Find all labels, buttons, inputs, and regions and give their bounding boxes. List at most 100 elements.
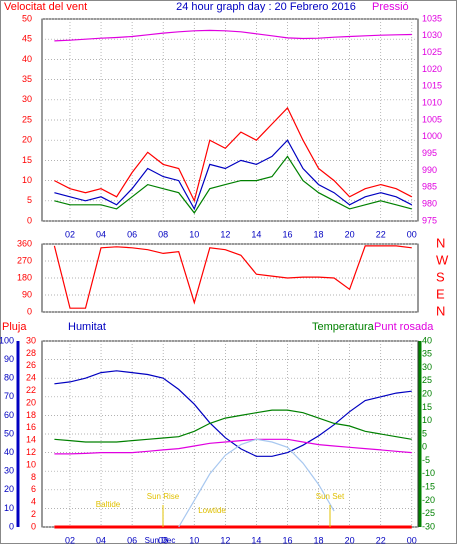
x-tick-label: 18 bbox=[314, 229, 324, 239]
series-line bbox=[178, 438, 335, 528]
tick-label: 45 bbox=[22, 34, 32, 44]
x-tick-label: 12 bbox=[220, 229, 230, 239]
tick-label: 10 bbox=[22, 175, 32, 185]
tick-label: -25 bbox=[422, 508, 435, 518]
tick-label: 990 bbox=[422, 165, 437, 175]
x-tick-label: 08 bbox=[158, 229, 168, 239]
tick-label: 1015 bbox=[422, 81, 442, 91]
tick-label: 6 bbox=[31, 484, 36, 494]
x-tick-label: 00 bbox=[407, 535, 417, 544]
x-tick-label: 16 bbox=[282, 229, 292, 239]
tick-label: 270 bbox=[17, 255, 32, 265]
series-line bbox=[54, 155, 412, 214]
tick-label: 1020 bbox=[422, 64, 442, 74]
tick-label: 30 bbox=[22, 94, 32, 104]
tick-label: -20 bbox=[422, 495, 435, 505]
series-label: Punt rosada bbox=[374, 321, 434, 333]
tick-label: 980 bbox=[422, 199, 437, 209]
x-tick-label: 00 bbox=[407, 229, 417, 239]
series-line bbox=[54, 370, 412, 457]
tick-label: 40 bbox=[422, 335, 432, 345]
tick-label: 28 bbox=[26, 348, 36, 358]
series-line bbox=[54, 438, 412, 455]
tick-label: 0 bbox=[9, 521, 14, 531]
series-line bbox=[54, 139, 413, 211]
tick-label: 15 bbox=[422, 402, 432, 412]
tick-label: 975 bbox=[422, 215, 437, 225]
x-tick-label: 02 bbox=[65, 535, 75, 544]
x-tick-label: 20 bbox=[345, 229, 355, 239]
annotation: Sun Rise bbox=[147, 492, 180, 501]
x-tick-label: 04 bbox=[96, 229, 106, 239]
annotation: Lowtide bbox=[198, 506, 226, 515]
tick-label: N bbox=[436, 235, 445, 250]
tick-label: 24 bbox=[26, 373, 36, 383]
tick-label: 50 bbox=[4, 428, 14, 438]
tick-label: 1025 bbox=[422, 47, 442, 57]
tick-label: S bbox=[436, 269, 445, 284]
tick-label: 8 bbox=[31, 472, 36, 482]
tick-label: 10 bbox=[26, 459, 36, 469]
series-line bbox=[54, 29, 412, 42]
x-tick-label: 06 bbox=[127, 229, 137, 239]
tick-label: 30 bbox=[422, 362, 432, 372]
series-line bbox=[54, 106, 413, 203]
plot-area bbox=[41, 18, 419, 222]
tick-label: 1035 bbox=[422, 13, 442, 23]
tick-label: 0 bbox=[31, 521, 36, 531]
tick-label: 16 bbox=[26, 422, 36, 432]
tick-label: -5 bbox=[422, 455, 430, 465]
tick-label: 22 bbox=[26, 385, 36, 395]
x-tick-label: 12 bbox=[220, 535, 230, 544]
x-tick-label: 14 bbox=[251, 229, 261, 239]
x-tick-label: 10 bbox=[189, 229, 199, 239]
tick-label: -30 bbox=[422, 521, 435, 531]
x-tick-label: 22 bbox=[376, 229, 386, 239]
tick-label: 1005 bbox=[422, 114, 442, 124]
x-tick-label: 02 bbox=[65, 229, 75, 239]
tick-label: 18 bbox=[26, 410, 36, 420]
x-tick-label: 18 bbox=[314, 535, 324, 544]
tick-label: 1000 bbox=[422, 131, 442, 141]
plot-area bbox=[41, 340, 419, 528]
tick-label: E bbox=[436, 286, 445, 301]
plot-area bbox=[41, 243, 419, 313]
chart-title: 24 hour graph day : 20 Febrero 2016 bbox=[176, 1, 356, 13]
series-label: Temperatura bbox=[312, 321, 375, 333]
tick-label: 985 bbox=[422, 182, 437, 192]
tick-label: 20 bbox=[22, 135, 32, 145]
tick-label: 4 bbox=[31, 497, 36, 507]
tick-label: 10 bbox=[4, 503, 14, 513]
tick-label: -15 bbox=[422, 482, 435, 492]
x-tick-label: 04 bbox=[96, 535, 106, 544]
series-label: Pressió bbox=[372, 1, 409, 13]
tick-label: 14 bbox=[26, 435, 36, 445]
tick-label: 180 bbox=[17, 272, 32, 282]
tick-label: 1010 bbox=[422, 98, 442, 108]
series-line bbox=[54, 409, 412, 443]
tick-label: 360 bbox=[17, 238, 32, 248]
x-tick-label: 22 bbox=[376, 535, 386, 544]
tick-label: 0 bbox=[422, 442, 427, 452]
tick-label: 30 bbox=[4, 466, 14, 476]
tick-label: 20 bbox=[422, 389, 432, 399]
tick-label: 1030 bbox=[422, 30, 442, 40]
tick-label: 70 bbox=[4, 391, 14, 401]
tick-label: W bbox=[436, 252, 449, 267]
tick-label: 90 bbox=[4, 354, 14, 364]
tick-label: 5 bbox=[27, 195, 32, 205]
tick-label: 25 bbox=[22, 114, 32, 124]
tick-label: 0 bbox=[27, 215, 32, 225]
tick-label: 20 bbox=[26, 397, 36, 407]
tick-label: 50 bbox=[22, 13, 32, 23]
tick-label: 25 bbox=[422, 375, 432, 385]
tick-label: N bbox=[436, 303, 445, 318]
tick-label: 40 bbox=[22, 54, 32, 64]
tick-label: 15 bbox=[22, 155, 32, 165]
series-label: Humitat bbox=[68, 321, 106, 333]
x-tick-label: 16 bbox=[282, 535, 292, 544]
tick-label: 80 bbox=[4, 373, 14, 383]
tick-label: 30 bbox=[26, 335, 36, 345]
